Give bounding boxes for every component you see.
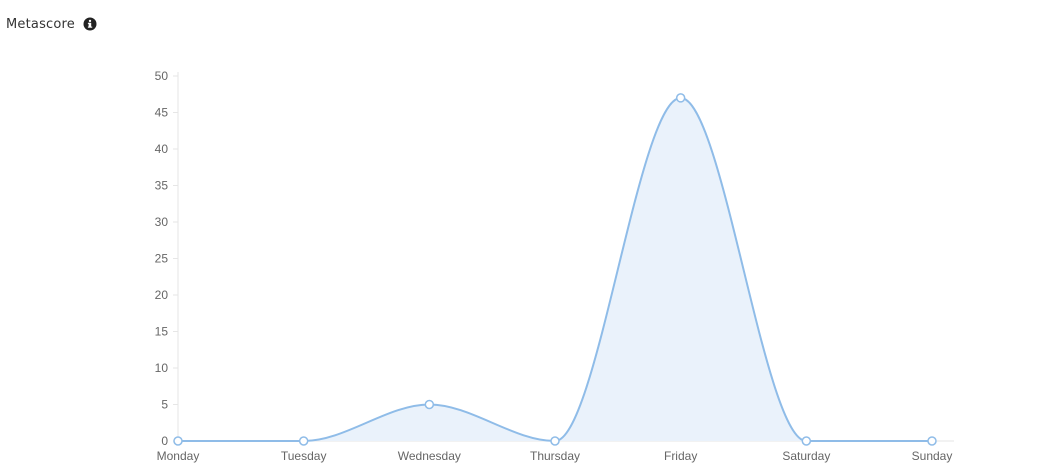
x-tick-label: Monday bbox=[157, 449, 200, 463]
y-tick-label: 5 bbox=[161, 398, 168, 412]
y-tick-label: 10 bbox=[155, 361, 169, 375]
series-points bbox=[173, 93, 937, 446]
y-tick-label: 15 bbox=[155, 325, 169, 339]
data-point-saturday[interactable] bbox=[801, 436, 812, 446]
y-tick-label: 25 bbox=[155, 252, 169, 266]
series-line bbox=[178, 96, 932, 443]
data-point-monday[interactable] bbox=[173, 436, 183, 446]
data-point-wednesday[interactable] bbox=[424, 399, 435, 410]
data-point-tuesday[interactable] bbox=[298, 436, 309, 446]
x-tick-label: Saturday bbox=[782, 449, 830, 463]
chart-header: Metascore bbox=[6, 14, 97, 34]
y-tick-label: 30 bbox=[155, 215, 169, 229]
y-tick-label: 20 bbox=[155, 288, 169, 302]
y-tick-label: 50 bbox=[155, 69, 169, 83]
y-tick-label: 45 bbox=[155, 106, 169, 120]
x-tick-label: Tuesday bbox=[281, 449, 327, 463]
x-tick-label: Sunday bbox=[912, 449, 953, 463]
x-tick-label: Wednesday bbox=[398, 449, 461, 463]
data-point-thursday[interactable] bbox=[550, 436, 560, 446]
data-point-sunday[interactable] bbox=[927, 436, 937, 446]
y-axis-tick-labels: 0 5 10 15 20 25 30 35 40 45 50 bbox=[155, 69, 169, 448]
chart-title: Metascore bbox=[6, 16, 76, 32]
chart-axes bbox=[173, 72, 954, 442]
y-tick-label: 40 bbox=[155, 142, 169, 156]
y-tick-label: 35 bbox=[155, 179, 169, 193]
x-axis-tick-labels: Monday Tuesday Wednesday Thursday Friday Satu… bbox=[157, 449, 953, 463]
x-tick-label: Friday bbox=[664, 449, 697, 463]
info-circle-icon[interactable] bbox=[83, 17, 97, 31]
y-tick-label: 0 bbox=[161, 434, 168, 448]
data-point-friday[interactable] bbox=[675, 93, 686, 103]
x-tick-label: Thursday bbox=[530, 449, 580, 463]
series-area-fill bbox=[178, 97, 932, 442]
